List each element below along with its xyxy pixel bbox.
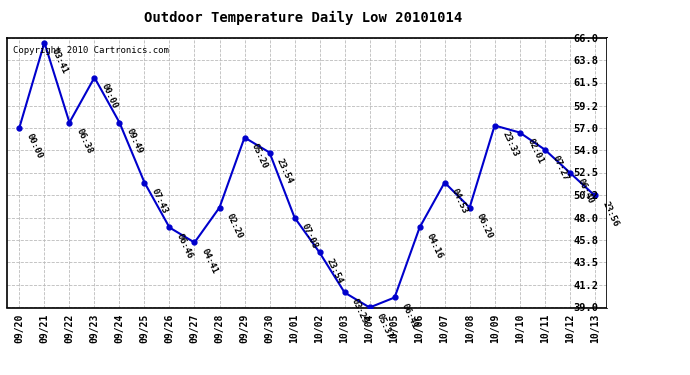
Text: 06:46: 06:46 (175, 232, 195, 260)
Text: Copyright 2010 Cartronics.com: Copyright 2010 Cartronics.com (13, 46, 169, 55)
Text: 04:41: 04:41 (200, 247, 219, 275)
Text: 23:54: 23:54 (275, 157, 295, 185)
Text: 03:41: 03:41 (50, 46, 70, 75)
Text: 23:33: 23:33 (500, 130, 520, 158)
Text: 07:08: 07:08 (300, 222, 319, 250)
Text: 00:00: 00:00 (100, 82, 119, 110)
Text: 04:53: 04:53 (450, 187, 470, 215)
Text: 06:41: 06:41 (400, 302, 420, 330)
Text: 02:01: 02:01 (525, 136, 544, 165)
Text: 07:43: 07:43 (150, 187, 170, 215)
Text: 02:20: 02:20 (225, 211, 244, 240)
Text: 06:20: 06:20 (475, 211, 495, 240)
Text: Outdoor Temperature Daily Low 20101014: Outdoor Temperature Daily Low 20101014 (144, 11, 463, 26)
Text: 03:29: 03:29 (350, 297, 370, 325)
Text: 23:56: 23:56 (600, 200, 620, 228)
Text: 00:00: 00:00 (25, 132, 44, 160)
Text: 07:27: 07:27 (550, 154, 570, 182)
Text: 06:40: 06:40 (575, 177, 595, 205)
Text: 06:38: 06:38 (75, 127, 95, 155)
Text: 05:37: 05:37 (375, 312, 395, 340)
Text: 05:20: 05:20 (250, 142, 270, 170)
Text: 09:49: 09:49 (125, 127, 144, 155)
Text: 04:16: 04:16 (425, 232, 444, 260)
Text: 23:54: 23:54 (325, 256, 344, 285)
